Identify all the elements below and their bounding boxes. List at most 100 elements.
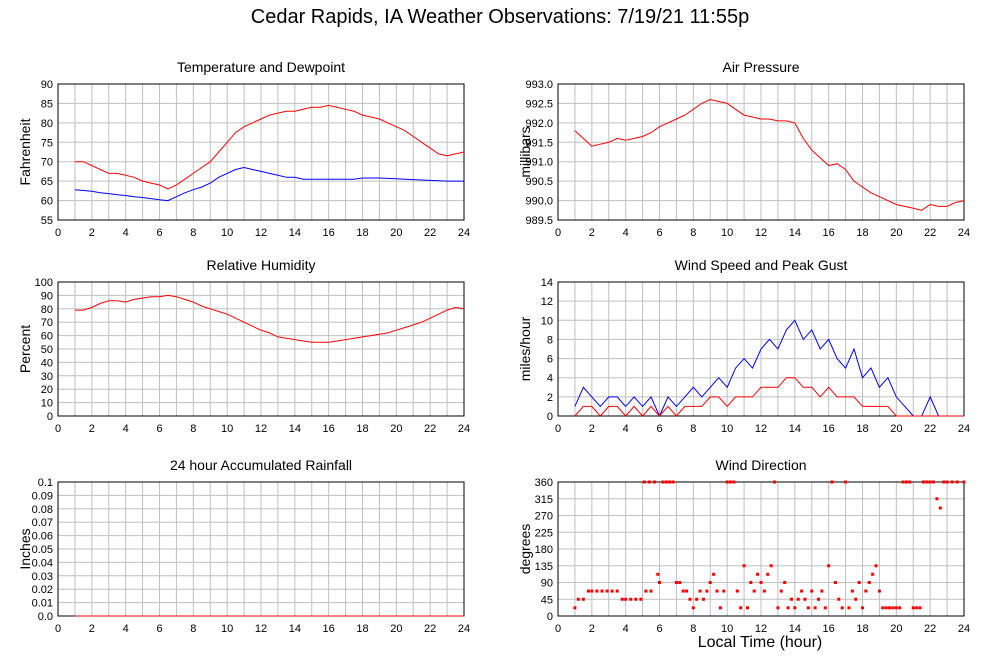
direction-point (769, 564, 773, 568)
x-tick-label: 20 (890, 623, 902, 635)
y-axis-label: Percent (17, 325, 33, 373)
y-tick-label: 4 (547, 373, 553, 385)
x-tick-label: 8 (690, 423, 696, 435)
direction-point (817, 597, 821, 601)
direction-point (685, 589, 689, 593)
x-tick-label: 20 (390, 423, 402, 435)
y-tick-label: 70 (41, 157, 53, 169)
direction-point (962, 480, 966, 484)
y-axis-label: miles/hour (517, 316, 533, 381)
x-tick-label: 24 (958, 227, 970, 239)
y-tick-label: 10 (541, 315, 553, 327)
direction-point (850, 589, 854, 593)
direction-point (864, 589, 868, 593)
y-tick-label: 90 (41, 290, 53, 302)
x-tick-label: 4 (123, 623, 129, 635)
direction-point (605, 589, 609, 593)
direction-point (600, 589, 604, 593)
direction-point (898, 606, 902, 610)
x-tick-label: 6 (156, 423, 162, 435)
y-tick-label: 992.0 (525, 118, 553, 130)
x-tick-label: 18 (856, 227, 868, 239)
direction-point (615, 589, 619, 593)
direction-point (911, 606, 915, 610)
y-tick-label: 0 (547, 411, 553, 423)
direction-point (629, 597, 633, 601)
direction-point (766, 572, 770, 576)
y-tick-label: 20 (41, 384, 53, 396)
y-tick-label: 180 (535, 544, 553, 556)
direction-point (691, 606, 695, 610)
direction-point (708, 581, 712, 584)
direction-point (915, 606, 919, 610)
direction-point (729, 480, 733, 484)
x-tick-label: 4 (123, 227, 129, 239)
x-tick-label: 14 (789, 623, 801, 635)
direction-point (759, 581, 763, 584)
direction-point (681, 589, 685, 593)
direction-point (928, 480, 932, 484)
direction-point (925, 480, 929, 484)
direction-point (833, 581, 837, 584)
direction-point (857, 581, 861, 584)
x-tick-label: 6 (656, 623, 662, 635)
direction-point (955, 480, 959, 484)
plot-frame (557, 281, 965, 417)
y-tick-label: 60 (41, 196, 53, 208)
x-tick-label: 16 (823, 227, 835, 239)
x-tick-label: 0 (555, 423, 561, 435)
y-tick-label: 270 (535, 511, 553, 523)
y-tick-label: 992.5 (525, 98, 553, 110)
y-tick-label: 0.01 (32, 598, 53, 610)
direction-point (590, 589, 594, 593)
direction-point (813, 606, 817, 610)
x-tick-label: 10 (721, 623, 733, 635)
direction-point (718, 606, 722, 610)
direction-point (745, 606, 749, 610)
direction-point (688, 597, 692, 601)
x-tick-label: 10 (221, 423, 233, 435)
x-tick-label: 18 (856, 423, 868, 435)
y-tick-label: 0.06 (32, 531, 53, 543)
direction-point (867, 581, 871, 584)
y-tick-label: 990.0 (525, 196, 553, 208)
x-tick-label: 14 (289, 227, 301, 239)
direction-point (844, 480, 848, 484)
direction-point (789, 597, 793, 601)
direction-point (756, 572, 760, 576)
x-tick-label: 20 (890, 227, 902, 239)
direction-point (921, 480, 925, 484)
direction-point (830, 480, 834, 484)
direction-point (871, 572, 875, 576)
direction-point (644, 589, 648, 593)
direction-point (656, 572, 660, 576)
direction-point (634, 597, 638, 601)
direction-point (779, 589, 783, 593)
x-tick-label: 4 (623, 227, 629, 239)
x-tick-label: 20 (890, 423, 902, 435)
chart-title: Relative Humidity (207, 257, 316, 273)
direction-point (810, 589, 814, 593)
x-tick-label: 20 (390, 227, 402, 239)
direction-point (840, 606, 844, 610)
direction-point (874, 564, 878, 568)
y-tick-label: 2 (547, 392, 553, 404)
direction-point (647, 480, 651, 484)
y-tick-label: 10 (41, 398, 53, 410)
x-tick-label: 24 (958, 423, 970, 435)
chart-title: Wind Direction (715, 457, 806, 473)
y-tick-label: 0.09 (32, 490, 53, 502)
direction-point (854, 597, 858, 601)
x-tick-label: 8 (190, 623, 196, 635)
x-tick-label: 4 (623, 623, 629, 635)
x-tick-label: 24 (958, 623, 970, 635)
x-tick-label: 10 (221, 227, 233, 239)
y-tick-label: 85 (41, 98, 53, 110)
x-tick-label: 2 (89, 423, 95, 435)
direction-point (674, 581, 678, 584)
y-axis-label: Fahrenheit (17, 118, 33, 185)
y-tick-label: 100 (35, 277, 53, 289)
y-tick-label: 80 (41, 118, 53, 130)
